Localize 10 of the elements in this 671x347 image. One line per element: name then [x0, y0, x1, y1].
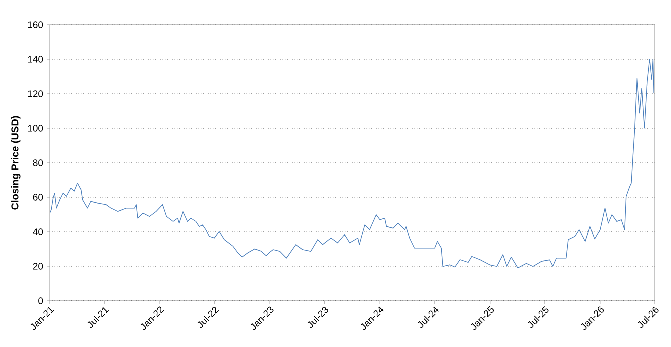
y-tick-label: 80 [33, 160, 44, 166]
y-tick-label: 60 [33, 194, 44, 201]
y-axis-title: Closing Price (USD) [11, 116, 21, 210]
y-tick-label: 140 [28, 56, 44, 63]
y-tick-label: 20 [33, 263, 44, 270]
y-tick-label: 160 [28, 22, 44, 28]
y-tick-label: 0 [38, 298, 44, 304]
y-tick-label: 40 [33, 228, 44, 236]
y-tick-label: 120 [28, 90, 44, 98]
y-tick-label: 100 [28, 125, 44, 132]
